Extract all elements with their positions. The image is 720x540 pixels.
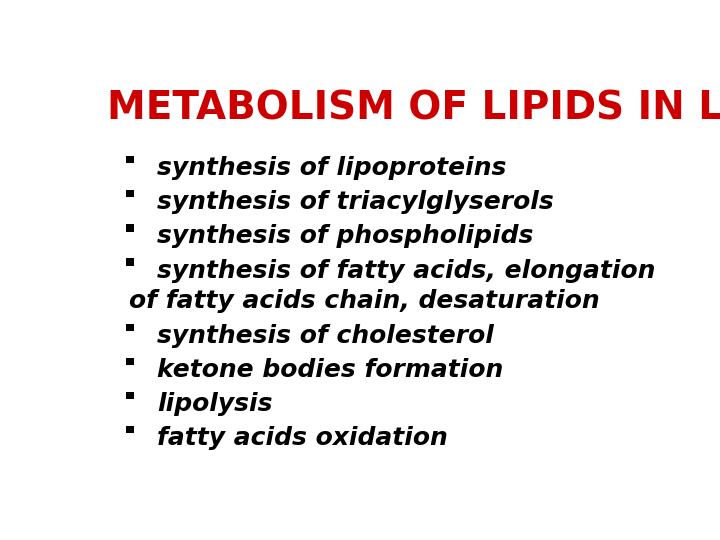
Text: lipolysis: lipolysis — [157, 392, 272, 416]
Text: synthesis of cholesterol: synthesis of cholesterol — [157, 324, 494, 348]
FancyBboxPatch shape — [126, 426, 133, 433]
Text: of fatty acids chain, desaturation: of fatty acids chain, desaturation — [129, 288, 600, 313]
FancyBboxPatch shape — [126, 224, 133, 232]
FancyBboxPatch shape — [126, 392, 133, 399]
FancyBboxPatch shape — [126, 156, 133, 163]
Text: synthesis of phospholipids: synthesis of phospholipids — [157, 225, 534, 248]
Text: fatty acids oxidation: fatty acids oxidation — [157, 426, 448, 450]
FancyBboxPatch shape — [126, 259, 133, 266]
FancyBboxPatch shape — [126, 323, 133, 331]
Text: synthesis of lipoproteins: synthesis of lipoproteins — [157, 156, 506, 180]
Text: ketone bodies formation: ketone bodies formation — [157, 358, 503, 382]
FancyBboxPatch shape — [126, 358, 133, 365]
Text: synthesis of fatty acids, elongation: synthesis of fatty acids, elongation — [157, 259, 655, 282]
FancyBboxPatch shape — [126, 190, 133, 198]
Text: synthesis of triacylglyserols: synthesis of triacylglyserols — [157, 191, 554, 214]
Text: METABOLISM OF LIPIDS IN LIVER: METABOLISM OF LIPIDS IN LIVER — [107, 90, 720, 128]
